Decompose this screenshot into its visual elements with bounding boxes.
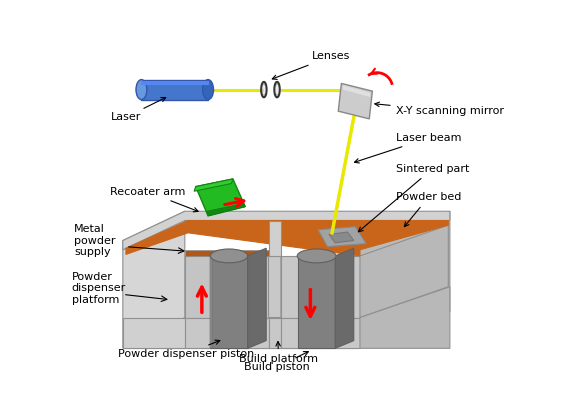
Polygon shape	[329, 232, 354, 243]
Text: Build piston: Build piston	[245, 351, 310, 372]
Polygon shape	[360, 225, 448, 318]
Polygon shape	[281, 318, 360, 348]
Polygon shape	[196, 179, 245, 216]
Ellipse shape	[203, 80, 214, 100]
Polygon shape	[123, 318, 185, 348]
Text: X-Y scanning mirror: X-Y scanning mirror	[375, 102, 504, 116]
Polygon shape	[247, 248, 266, 348]
Text: Lenses: Lenses	[272, 52, 350, 79]
Polygon shape	[269, 318, 281, 348]
Polygon shape	[123, 211, 185, 348]
Polygon shape	[123, 318, 357, 348]
Polygon shape	[269, 221, 281, 256]
Polygon shape	[270, 250, 281, 318]
Polygon shape	[210, 256, 212, 348]
Polygon shape	[185, 318, 269, 348]
Ellipse shape	[136, 80, 147, 100]
Polygon shape	[194, 179, 233, 191]
Text: Recoater arm: Recoater arm	[111, 187, 198, 212]
Ellipse shape	[297, 249, 336, 263]
Polygon shape	[318, 227, 366, 247]
Polygon shape	[269, 221, 281, 256]
FancyBboxPatch shape	[141, 80, 208, 100]
Text: Build platform: Build platform	[239, 342, 318, 364]
Text: Metal
powder
supply: Metal powder supply	[74, 224, 116, 257]
Ellipse shape	[275, 84, 279, 95]
Ellipse shape	[262, 84, 266, 95]
Text: Sintered part: Sintered part	[358, 164, 469, 232]
Text: Laser: Laser	[111, 97, 165, 122]
Polygon shape	[210, 256, 247, 348]
Polygon shape	[298, 256, 335, 348]
Ellipse shape	[210, 249, 247, 263]
Polygon shape	[185, 256, 270, 318]
Polygon shape	[338, 83, 373, 119]
Text: Powder bed: Powder bed	[396, 192, 461, 227]
Polygon shape	[342, 85, 371, 97]
Polygon shape	[269, 250, 281, 318]
Polygon shape	[123, 211, 450, 250]
Polygon shape	[357, 211, 450, 348]
Text: Powder dispenser piston: Powder dispenser piston	[118, 340, 255, 359]
Polygon shape	[360, 287, 450, 348]
Polygon shape	[126, 221, 448, 256]
Polygon shape	[281, 256, 360, 318]
Polygon shape	[185, 250, 270, 256]
Polygon shape	[335, 248, 354, 348]
Polygon shape	[206, 204, 245, 216]
Text: Powder
dispenser
platform: Powder dispenser platform	[72, 272, 126, 305]
Polygon shape	[141, 81, 208, 84]
Text: Laser beam: Laser beam	[355, 133, 461, 163]
